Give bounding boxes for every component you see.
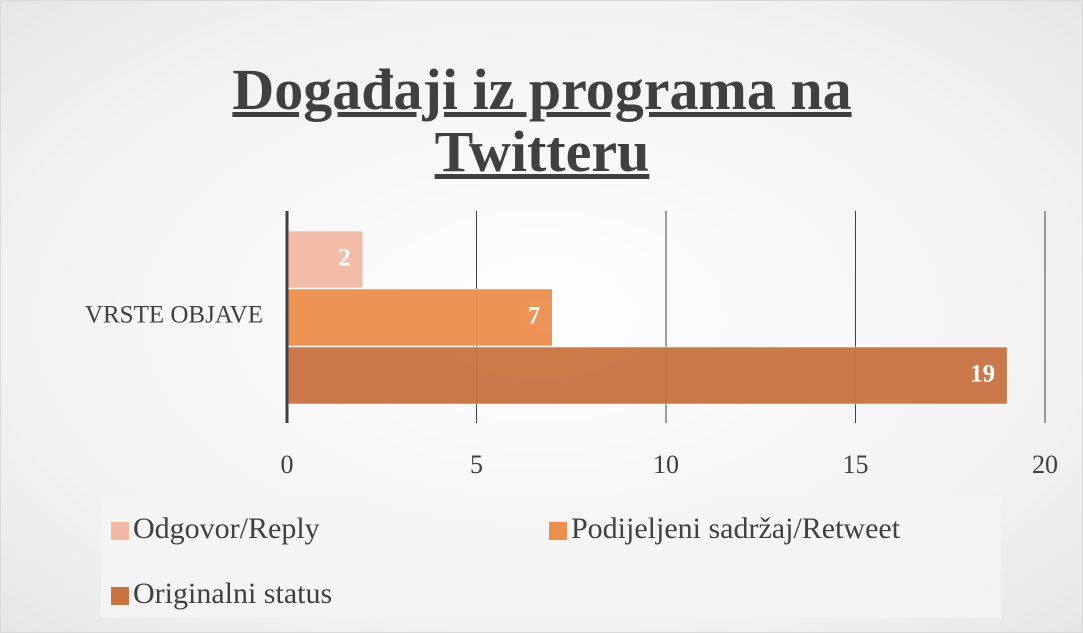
legend-swatch: [111, 522, 129, 540]
legend-label: Odgovor/Reply: [133, 512, 320, 545]
data-label: 19: [970, 361, 995, 388]
chart-title: Događaji iz programa na Twitteru: [232, 57, 852, 184]
bar: [286, 230, 364, 289]
data-label: 2: [338, 245, 351, 272]
legend-swatch: [549, 522, 567, 540]
data-label: 7: [528, 303, 541, 330]
y-tick-label: VRSTE OBJAVE: [85, 302, 263, 329]
legend-swatch: [111, 587, 129, 605]
x-tick-label: 20: [1032, 450, 1058, 479]
bar: [286, 346, 1008, 405]
bar: [286, 288, 553, 347]
x-tick-label: 10: [653, 450, 679, 479]
legend-box: [101, 496, 1001, 618]
x-tick-label: 15: [843, 450, 869, 479]
x-tick-label: 0: [281, 450, 294, 479]
x-tick-label: 5: [470, 450, 483, 479]
legend-label: Originalni status: [133, 577, 332, 610]
legend-label: Podijeljeni sadržaj/Retweet: [571, 512, 901, 545]
